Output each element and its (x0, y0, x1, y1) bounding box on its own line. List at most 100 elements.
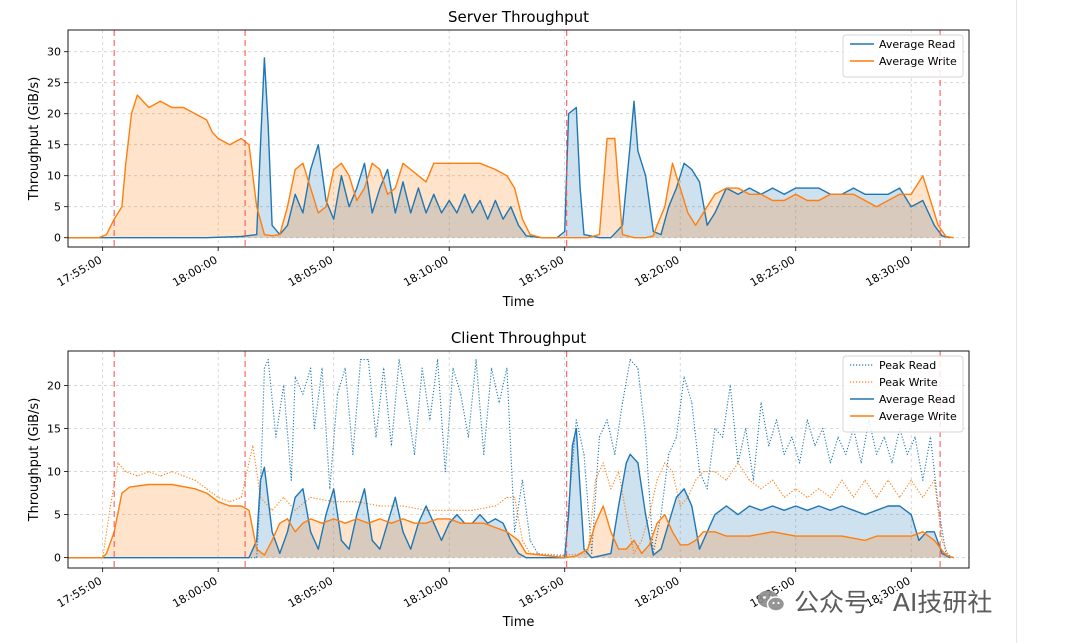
data-point (333, 218, 335, 220)
data-point (263, 466, 265, 468)
data-point (772, 479, 774, 481)
data-point (656, 522, 658, 524)
data-point (725, 479, 728, 481)
data-point (541, 237, 543, 239)
data-point (795, 505, 797, 507)
data-point (394, 496, 396, 498)
page-divider (1016, 0, 1017, 643)
legend-label: Average Write (879, 410, 957, 423)
data-point (648, 544, 651, 546)
data-point (521, 539, 524, 542)
data-point (494, 168, 496, 171)
data-point (348, 548, 350, 550)
data-point (286, 531, 289, 533)
data-point (286, 206, 289, 208)
data-point (675, 436, 678, 438)
data-point (125, 471, 127, 473)
x-tick-label: 17:55:00 (55, 253, 104, 289)
data-point (583, 548, 585, 550)
data-point (317, 212, 319, 214)
data-point (887, 479, 889, 481)
data-point (899, 193, 901, 195)
data-point (340, 539, 342, 542)
data-point (217, 496, 219, 498)
data-point (356, 518, 358, 520)
data-point (256, 548, 258, 550)
data-point (937, 224, 939, 226)
data-point (211, 131, 213, 133)
data-point (159, 100, 161, 102)
data-point (795, 488, 797, 490)
data-point (402, 505, 404, 507)
data-point (633, 237, 635, 239)
plot-area (68, 359, 955, 559)
data-point (910, 535, 912, 537)
data-point (637, 367, 639, 369)
data-point (594, 479, 597, 481)
data-point (683, 488, 685, 490)
data-point (410, 548, 412, 550)
data-point (795, 193, 797, 195)
data-point (259, 144, 262, 146)
data-point (336, 393, 339, 395)
data-point (102, 237, 104, 239)
legend-label: Average Read (879, 38, 955, 51)
data-point (263, 57, 265, 59)
data-point (286, 224, 289, 226)
x-tick-label: 18:05:00 (286, 253, 335, 289)
data-point (356, 187, 358, 189)
data-point (479, 162, 481, 164)
data-point (683, 162, 685, 164)
data-point (333, 488, 335, 490)
data-point (698, 471, 701, 473)
data-point (683, 376, 685, 378)
data-point (829, 496, 832, 498)
data-point (398, 359, 400, 361)
data-point (698, 548, 701, 550)
data-point (864, 479, 866, 481)
data-point (252, 445, 254, 447)
data-point (321, 522, 323, 524)
series-fill-3 (68, 484, 954, 558)
data-point (379, 548, 381, 550)
data-point (748, 193, 751, 195)
data-point (259, 479, 262, 481)
data-point (852, 509, 855, 511)
data-point (310, 496, 312, 498)
data-point (279, 234, 281, 236)
data-point (591, 557, 593, 559)
data-point (768, 445, 770, 447)
data-point (641, 552, 643, 555)
data-point (864, 539, 866, 542)
data-point (310, 531, 312, 533)
data-point (529, 234, 531, 236)
data-point (618, 471, 620, 473)
data-point (229, 505, 231, 507)
data-point (910, 479, 912, 481)
data-point (876, 535, 878, 537)
data-point (860, 462, 862, 464)
data-point (448, 199, 450, 202)
data-point (633, 539, 635, 542)
data-point (852, 187, 855, 189)
data-point (714, 514, 716, 516)
data-point (363, 162, 366, 164)
data-point (348, 175, 350, 177)
data-point (575, 106, 577, 109)
data-point (521, 218, 524, 220)
data-point (656, 224, 658, 226)
x-tick-label: 18:10:00 (401, 574, 450, 610)
data-point (945, 554, 947, 556)
data-point (737, 462, 739, 464)
data-point (206, 492, 208, 494)
legend-label: Peak Read (879, 359, 936, 372)
y-tick-label: 15 (47, 139, 61, 152)
data-point (217, 501, 219, 503)
x-tick-label: 18:05:00 (286, 574, 335, 610)
data-point (602, 505, 604, 507)
data-point (471, 509, 473, 511)
data-point (294, 376, 296, 378)
data-point (845, 453, 847, 455)
data-point (602, 462, 604, 464)
data-point (402, 162, 404, 164)
